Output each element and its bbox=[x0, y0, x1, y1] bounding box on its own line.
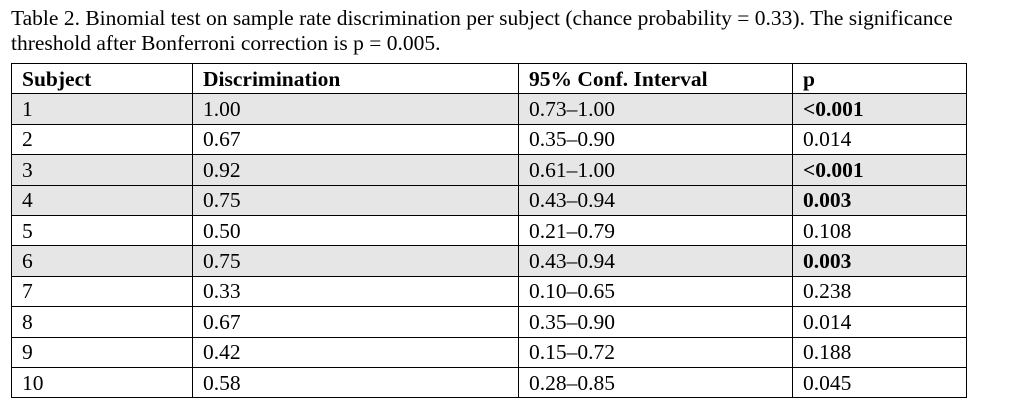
cell-subject: 5 bbox=[11, 214, 193, 247]
cell-p: 0.108 bbox=[792, 214, 967, 247]
cell-conf-interval: 0.61–1.00 bbox=[518, 154, 793, 186]
cell-discrimination: 1.00 bbox=[192, 93, 519, 125]
cell-p: <0.001 bbox=[792, 154, 967, 186]
cell-subject: 1 bbox=[11, 93, 193, 125]
cell-discrimination: 0.33 bbox=[192, 275, 519, 308]
cell-p: <0.001 bbox=[792, 93, 967, 125]
cell-subject: 10 bbox=[11, 366, 193, 399]
cell-conf-interval: 0.73–1.00 bbox=[518, 93, 793, 125]
cell-subject: 6 bbox=[11, 245, 193, 277]
header-conf-interval: 95% Conf. Interval bbox=[518, 62, 793, 95]
cell-conf-interval: 0.10–0.65 bbox=[518, 275, 793, 308]
cell-conf-interval: 0.35–0.90 bbox=[518, 306, 793, 338]
table-row: 7 0.33 0.10–0.65 0.238 bbox=[11, 275, 967, 308]
cell-discrimination: 0.92 bbox=[192, 154, 519, 186]
cell-discrimination: 0.67 bbox=[192, 123, 519, 156]
table-row: 2 0.67 0.35–0.90 0.014 bbox=[11, 123, 967, 156]
cell-conf-interval: 0.43–0.94 bbox=[518, 184, 793, 216]
cell-conf-interval: 0.43–0.94 bbox=[518, 245, 793, 277]
cell-discrimination: 0.67 bbox=[192, 306, 519, 338]
cell-discrimination: 0.50 bbox=[192, 214, 519, 247]
table-row: 8 0.67 0.35–0.90 0.014 bbox=[11, 306, 967, 338]
cell-conf-interval: 0.28–0.85 bbox=[518, 366, 793, 399]
cell-subject: 3 bbox=[11, 154, 193, 186]
cell-subject: 2 bbox=[11, 123, 193, 156]
cell-p: 0.014 bbox=[792, 123, 967, 156]
table-caption: Table 2. Binomial test on sample rate di… bbox=[11, 6, 958, 55]
cell-discrimination: 0.42 bbox=[192, 336, 519, 368]
cell-discrimination: 0.58 bbox=[192, 366, 519, 399]
header-p: p bbox=[792, 62, 967, 95]
cell-subject: 7 bbox=[11, 275, 193, 308]
cell-conf-interval: 0.21–0.79 bbox=[518, 214, 793, 247]
header-row: Subject Discrimination 95% Conf. Interva… bbox=[11, 62, 967, 95]
cell-p: 0.238 bbox=[792, 275, 967, 308]
cell-subject: 8 bbox=[11, 306, 193, 338]
table-row: 5 0.50 0.21–0.79 0.108 bbox=[11, 214, 967, 247]
table-row: 6 0.75 0.43–0.94 0.003 bbox=[11, 245, 967, 277]
table-row: 3 0.92 0.61–1.00 <0.001 bbox=[11, 154, 967, 186]
header-subject: Subject bbox=[11, 62, 193, 95]
cell-p: 0.003 bbox=[792, 184, 967, 216]
cell-p: 0.045 bbox=[792, 366, 967, 399]
cell-p: 0.003 bbox=[792, 245, 967, 277]
table-row: 10 0.58 0.28–0.85 0.045 bbox=[11, 366, 967, 399]
cell-p: 0.188 bbox=[792, 336, 967, 368]
cell-discrimination: 0.75 bbox=[192, 184, 519, 216]
cell-conf-interval: 0.35–0.90 bbox=[518, 123, 793, 156]
table-row: 9 0.42 0.15–0.72 0.188 bbox=[11, 336, 967, 368]
header-discrimination: Discrimination bbox=[192, 62, 519, 95]
cell-conf-interval: 0.15–0.72 bbox=[518, 336, 793, 368]
cell-p: 0.014 bbox=[792, 306, 967, 338]
table-row: 4 0.75 0.43–0.94 0.003 bbox=[11, 184, 967, 216]
results-table: Subject Discrimination 95% Conf. Interva… bbox=[11, 62, 967, 399]
table-row: 1 1.00 0.73–1.00 <0.001 bbox=[11, 93, 967, 125]
cell-subject: 4 bbox=[11, 184, 193, 216]
cell-subject: 9 bbox=[11, 336, 193, 368]
cell-discrimination: 0.75 bbox=[192, 245, 519, 277]
